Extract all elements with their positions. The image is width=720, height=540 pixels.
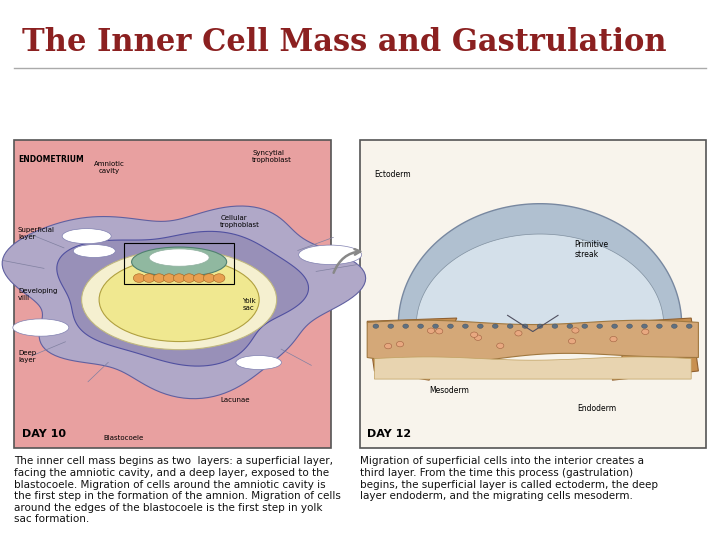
- Circle shape: [213, 274, 225, 282]
- Circle shape: [448, 324, 454, 328]
- Circle shape: [552, 324, 558, 328]
- Polygon shape: [367, 320, 698, 364]
- Circle shape: [143, 274, 155, 282]
- Circle shape: [433, 324, 438, 328]
- Polygon shape: [57, 231, 309, 366]
- Circle shape: [497, 343, 504, 348]
- Text: DAY 10: DAY 10: [22, 429, 66, 440]
- Ellipse shape: [99, 258, 259, 342]
- Text: Amniotic
cavity: Amniotic cavity: [94, 161, 125, 174]
- Circle shape: [642, 324, 647, 328]
- Text: Syncytial
trophoblast: Syncytial trophoblast: [252, 150, 292, 163]
- Polygon shape: [398, 204, 682, 325]
- Circle shape: [184, 274, 195, 282]
- Circle shape: [477, 324, 483, 328]
- Polygon shape: [612, 318, 698, 380]
- Circle shape: [462, 324, 468, 328]
- Text: ENDOMETRIUM: ENDOMETRIUM: [18, 155, 84, 164]
- Ellipse shape: [149, 249, 209, 266]
- Circle shape: [508, 324, 513, 328]
- Polygon shape: [374, 357, 691, 379]
- Circle shape: [384, 343, 392, 349]
- Text: Yolk
sac: Yolk sac: [243, 298, 256, 310]
- Text: The inner cell mass begins as two  layers: a superficial layer,
facing the amnio: The inner cell mass begins as two layers…: [14, 456, 341, 524]
- Circle shape: [515, 330, 522, 336]
- Circle shape: [626, 324, 632, 328]
- Circle shape: [568, 339, 575, 344]
- Circle shape: [657, 324, 662, 328]
- Text: Blastocoele: Blastocoele: [103, 435, 143, 441]
- Circle shape: [402, 324, 408, 328]
- Text: Endoderm: Endoderm: [577, 404, 617, 413]
- Bar: [124, 243, 234, 284]
- Circle shape: [133, 274, 145, 282]
- FancyBboxPatch shape: [14, 140, 331, 448]
- Text: Primitive
streak: Primitive streak: [575, 240, 608, 259]
- Circle shape: [572, 328, 579, 333]
- Circle shape: [163, 274, 175, 282]
- Circle shape: [471, 332, 478, 338]
- Circle shape: [153, 274, 165, 282]
- Circle shape: [672, 324, 678, 328]
- Circle shape: [474, 335, 482, 340]
- FancyBboxPatch shape: [360, 140, 706, 448]
- Circle shape: [397, 341, 404, 347]
- Ellipse shape: [73, 245, 115, 258]
- Circle shape: [537, 324, 543, 328]
- Circle shape: [492, 324, 498, 328]
- Circle shape: [597, 324, 603, 328]
- Circle shape: [610, 336, 617, 342]
- Text: Ectoderm: Ectoderm: [374, 170, 411, 179]
- Circle shape: [174, 274, 185, 282]
- Ellipse shape: [62, 228, 111, 244]
- Circle shape: [522, 324, 528, 328]
- Ellipse shape: [299, 245, 361, 265]
- Circle shape: [436, 328, 443, 334]
- Text: Deep
layer: Deep layer: [18, 350, 36, 363]
- Circle shape: [418, 324, 423, 328]
- Circle shape: [642, 329, 649, 334]
- Ellipse shape: [13, 319, 69, 336]
- Circle shape: [567, 324, 572, 328]
- Ellipse shape: [81, 249, 276, 350]
- Ellipse shape: [236, 355, 282, 369]
- Text: Developing
villi: Developing villi: [18, 288, 58, 301]
- Polygon shape: [2, 206, 366, 399]
- Text: Lacunae: Lacunae: [220, 397, 250, 403]
- Ellipse shape: [132, 247, 227, 277]
- Circle shape: [194, 274, 205, 282]
- Circle shape: [203, 274, 215, 282]
- Circle shape: [612, 324, 618, 328]
- Text: DAY 12: DAY 12: [367, 429, 411, 440]
- Text: The Inner Cell Mass and Gastrulation: The Inner Cell Mass and Gastrulation: [22, 27, 666, 58]
- Circle shape: [582, 324, 588, 328]
- Text: Cellular
trophoblast: Cellular trophoblast: [220, 214, 260, 227]
- Circle shape: [388, 324, 394, 328]
- Circle shape: [373, 324, 379, 328]
- Circle shape: [428, 328, 435, 333]
- Polygon shape: [367, 318, 456, 380]
- Text: Mesoderm: Mesoderm: [429, 386, 469, 395]
- Text: Superficial
layer: Superficial layer: [18, 227, 55, 240]
- Text: Migration of superficial cells into the interior creates a
third layer. From the: Migration of superficial cells into the …: [360, 456, 658, 501]
- Circle shape: [686, 324, 692, 328]
- Polygon shape: [416, 234, 664, 325]
